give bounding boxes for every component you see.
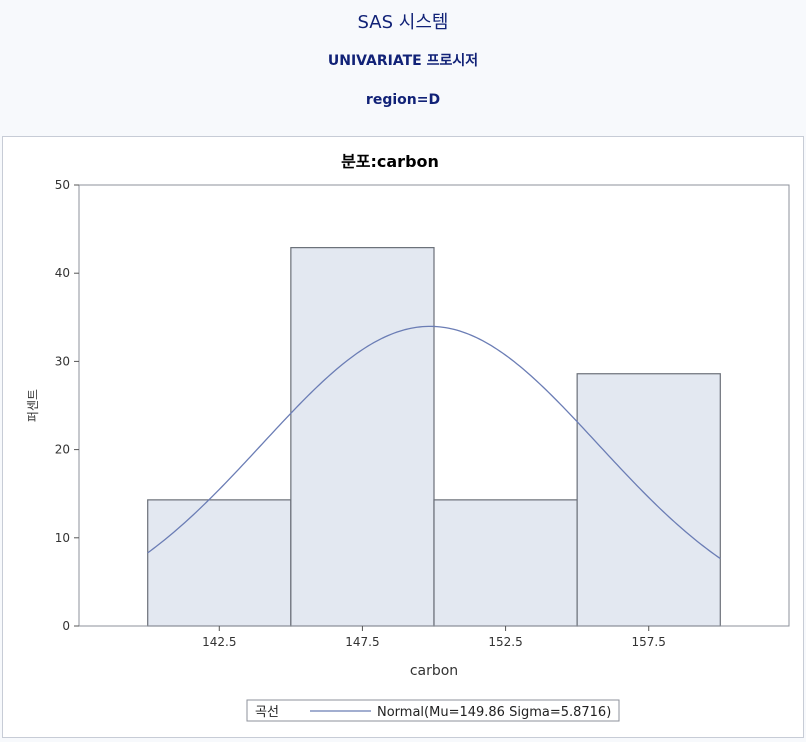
by-group-label: region=D	[365, 92, 441, 108]
x-tick-label: 142.5	[202, 635, 236, 649]
y-axis-label: 퍼센트	[26, 389, 40, 422]
legend-title: 곡선	[255, 705, 279, 720]
x-axis-label: carbon	[410, 663, 458, 679]
histogram-bar-4	[576, 373, 721, 627]
y-tick-label: 30	[55, 354, 70, 368]
y-tick-label: 50	[55, 178, 70, 192]
procedure-title: UNIVARIATE 프로시저	[327, 53, 479, 69]
y-tick-label: 20	[55, 443, 70, 457]
normal-curve	[147, 325, 721, 560]
report-titles: SAS 시스템 UNIVARIATE 프로시저 region=D	[0, 0, 806, 130]
y-tick-label: 10	[55, 531, 70, 545]
chart-panel: 분포:carbon 0 10 20 30 40 50 142.5 147.5 152.5 157…	[2, 136, 804, 738]
y-tick-label: 40	[55, 266, 70, 280]
legend: 곡선 Normal(Mu=149.86 Sigma=5.8716)	[246, 699, 620, 722]
histogram-bar-3	[433, 499, 578, 627]
y-tick-label: 0	[62, 619, 70, 633]
plot-frame	[78, 184, 790, 627]
x-tick-label: 152.5	[488, 635, 522, 649]
legend-box	[246, 699, 620, 722]
legend-entry-normal: Normal(Mu=149.86 Sigma=5.8716)	[377, 705, 611, 720]
report-title: SAS 시스템	[357, 12, 449, 33]
x-tick-label: 157.5	[632, 635, 666, 649]
histogram-chart: 분포:carbon 0 10 20 30 40 50 142.5 147.5 152.5 157…	[26, 152, 790, 722]
histogram-bar-2	[290, 247, 435, 627]
histogram-bar-1	[147, 499, 292, 627]
x-tick-label: 147.5	[345, 635, 379, 649]
chart-title: 분포:carbon	[341, 152, 439, 171]
